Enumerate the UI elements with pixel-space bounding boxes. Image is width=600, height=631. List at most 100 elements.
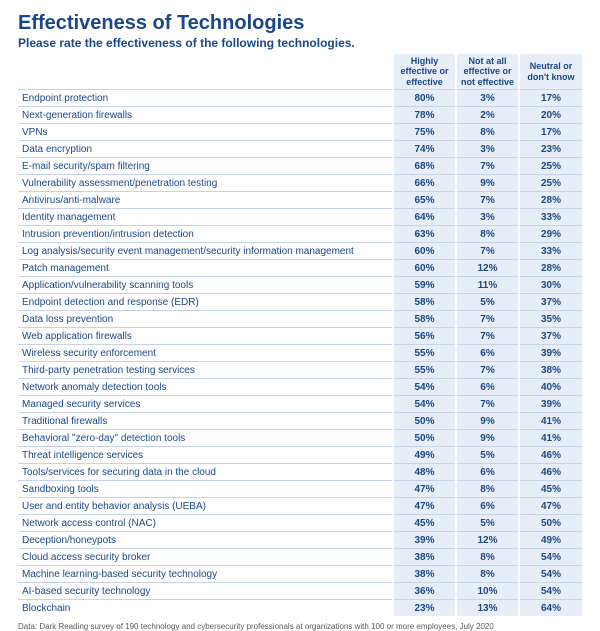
column-header: Not at all effective or not effective: [456, 54, 519, 90]
row-label: Sandboxing tools: [18, 481, 393, 498]
row-value: 54%: [393, 379, 456, 396]
table-row: Network anomaly detection tools54%6%40%: [18, 379, 582, 396]
row-value: 47%: [519, 498, 582, 515]
row-value: 5%: [456, 515, 519, 532]
row-value: 49%: [393, 447, 456, 464]
row-label: Tools/services for securing data in the …: [18, 464, 393, 481]
table-row: Traditional firewalls50%9%41%: [18, 413, 582, 430]
table-header: Highly effective or effective Not at all…: [18, 54, 582, 90]
row-value: 36%: [393, 583, 456, 600]
row-value: 39%: [393, 532, 456, 549]
row-label: Antivirus/anti-malware: [18, 192, 393, 209]
row-label: Endpoint detection and response (EDR): [18, 294, 393, 311]
row-value: 39%: [519, 345, 582, 362]
row-value: 48%: [393, 464, 456, 481]
row-value: 60%: [393, 260, 456, 277]
row-value: 7%: [456, 243, 519, 260]
row-value: 37%: [519, 294, 582, 311]
row-value: 65%: [393, 192, 456, 209]
row-label: Application/vulnerability scanning tools: [18, 277, 393, 294]
row-value: 10%: [456, 583, 519, 600]
row-label: Machine learning-based security technolo…: [18, 566, 393, 583]
table-row: Vulnerability assessment/penetration tes…: [18, 175, 582, 192]
column-header: Highly effective or effective: [393, 54, 456, 90]
row-label: Cloud access security broker: [18, 549, 393, 566]
table-row: Threat intelligence services49%5%46%: [18, 447, 582, 464]
row-value: 59%: [393, 277, 456, 294]
row-value: 39%: [519, 396, 582, 413]
row-value: 55%: [393, 362, 456, 379]
row-value: 68%: [393, 158, 456, 175]
row-value: 12%: [456, 532, 519, 549]
row-value: 8%: [456, 566, 519, 583]
table-row: Antivirus/anti-malware65%7%28%: [18, 192, 582, 209]
row-value: 40%: [519, 379, 582, 396]
row-value: 8%: [456, 226, 519, 243]
row-value: 45%: [393, 515, 456, 532]
row-label: Managed security services: [18, 396, 393, 413]
row-value: 50%: [393, 430, 456, 447]
row-value: 2%: [456, 107, 519, 124]
row-value: 13%: [456, 600, 519, 617]
row-value: 5%: [456, 294, 519, 311]
row-label: Network access control (NAC): [18, 515, 393, 532]
table-row: Network access control (NAC)45%5%50%: [18, 515, 582, 532]
row-value: 6%: [456, 498, 519, 515]
row-value: 33%: [519, 209, 582, 226]
row-value: 8%: [456, 549, 519, 566]
row-label: Network anomaly detection tools: [18, 379, 393, 396]
report-page: Effectiveness of Technologies Please rat…: [0, 0, 600, 549]
row-value: 23%: [393, 600, 456, 617]
row-value: 41%: [519, 430, 582, 447]
row-value: 7%: [456, 192, 519, 209]
row-value: 58%: [393, 294, 456, 311]
row-label: Web application firewalls: [18, 328, 393, 345]
row-value: 37%: [519, 328, 582, 345]
table-row: Tools/services for securing data in the …: [18, 464, 582, 481]
row-value: 9%: [456, 430, 519, 447]
row-value: 8%: [456, 124, 519, 141]
row-label: E-mail security/spam filtering: [18, 158, 393, 175]
row-value: 5%: [456, 447, 519, 464]
row-value: 6%: [456, 464, 519, 481]
row-label: Intrusion prevention/intrusion detection: [18, 226, 393, 243]
row-value: 45%: [519, 481, 582, 498]
row-value: 49%: [519, 532, 582, 549]
row-value: 6%: [456, 379, 519, 396]
row-value: 17%: [519, 124, 582, 141]
row-value: 66%: [393, 175, 456, 192]
row-value: 75%: [393, 124, 456, 141]
row-value: 54%: [519, 583, 582, 600]
row-value: 7%: [456, 396, 519, 413]
table-row: Intrusion prevention/intrusion detection…: [18, 226, 582, 243]
row-value: 63%: [393, 226, 456, 243]
header-blank: [18, 54, 393, 90]
row-value: 47%: [393, 498, 456, 515]
row-value: 74%: [393, 141, 456, 158]
row-label: Blockchain: [18, 600, 393, 617]
row-value: 80%: [393, 90, 456, 107]
row-label: Data loss prevention: [18, 311, 393, 328]
row-value: 9%: [456, 413, 519, 430]
row-value: 20%: [519, 107, 582, 124]
table-row: E-mail security/spam filtering68%7%25%: [18, 158, 582, 175]
row-value: 38%: [519, 362, 582, 379]
row-value: 50%: [393, 413, 456, 430]
table-row: Wireless security enforcement55%6%39%: [18, 345, 582, 362]
row-label: AI-based security technology: [18, 583, 393, 600]
row-label: VPNs: [18, 124, 393, 141]
row-value: 3%: [456, 90, 519, 107]
table-row: AI-based security technology36%10%54%: [18, 583, 582, 600]
row-value: 3%: [456, 141, 519, 158]
row-label: Next-generation firewalls: [18, 107, 393, 124]
row-label: Wireless security enforcement: [18, 345, 393, 362]
table-row: Deception/honeypots39%12%49%: [18, 532, 582, 549]
row-label: Third-party penetration testing services: [18, 362, 393, 379]
row-label: Patch management: [18, 260, 393, 277]
row-value: 12%: [456, 260, 519, 277]
row-value: 7%: [456, 158, 519, 175]
table-body: Endpoint protection80%3%17%Next-generati…: [18, 90, 582, 617]
row-label: User and entity behavior analysis (UEBA): [18, 498, 393, 515]
row-value: 55%: [393, 345, 456, 362]
row-label: Threat intelligence services: [18, 447, 393, 464]
